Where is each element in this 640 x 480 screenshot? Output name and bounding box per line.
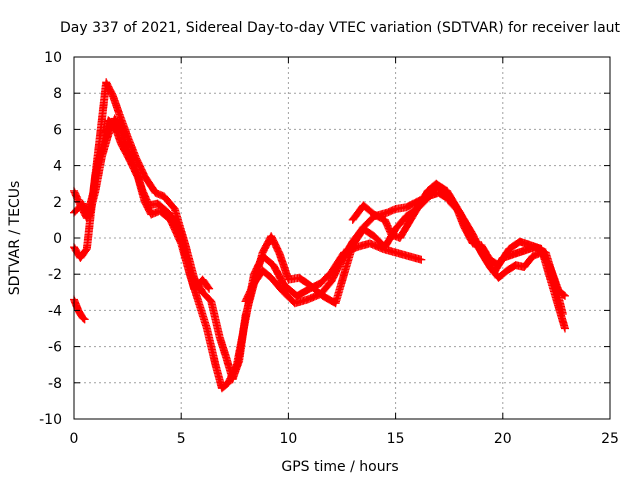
- y-tick-label: 4: [53, 159, 62, 175]
- data-series: [70, 116, 426, 393]
- data-series: [70, 78, 569, 384]
- chart-title: Day 337 of 2021, Sidereal Day-to-day VTE…: [60, 20, 621, 36]
- y-tick-label: 2: [53, 195, 62, 211]
- y-tick-label: -10: [39, 412, 62, 428]
- y-tick-label: 6: [53, 122, 62, 138]
- y-tick-label: -2: [48, 267, 62, 283]
- x-axis-label: GPS time / hours: [281, 459, 398, 475]
- series-markers: [348, 179, 567, 318]
- x-tick-label: 20: [494, 431, 512, 447]
- x-tick-label: 15: [387, 431, 405, 447]
- data-series: [70, 295, 89, 324]
- y-tick-label: -6: [48, 340, 62, 356]
- x-tick-label: 0: [70, 431, 79, 447]
- y-tick-label: -8: [48, 376, 62, 392]
- x-tick-label: 5: [177, 431, 186, 447]
- series-markers: [70, 295, 89, 324]
- axis-ticks: 0 5 10 15 20 25 -10 -8 -6 -4 -2 0 2 4 6 8 10: [39, 50, 619, 447]
- series-markers: [70, 78, 569, 384]
- grid-lines: [74, 57, 610, 419]
- y-tick-label: 8: [53, 86, 62, 102]
- x-tick-label: 25: [601, 431, 619, 447]
- series-markers: [70, 116, 426, 393]
- x-tick-label: 10: [279, 431, 297, 447]
- y-axis-label: SDTVAR / TECUs: [7, 181, 23, 296]
- data-series: [348, 179, 567, 318]
- y-tick-label: -4: [48, 303, 62, 319]
- data-markers: [70, 78, 569, 393]
- y-tick-label: 10: [44, 50, 62, 66]
- y-tick-label: 0: [53, 231, 62, 247]
